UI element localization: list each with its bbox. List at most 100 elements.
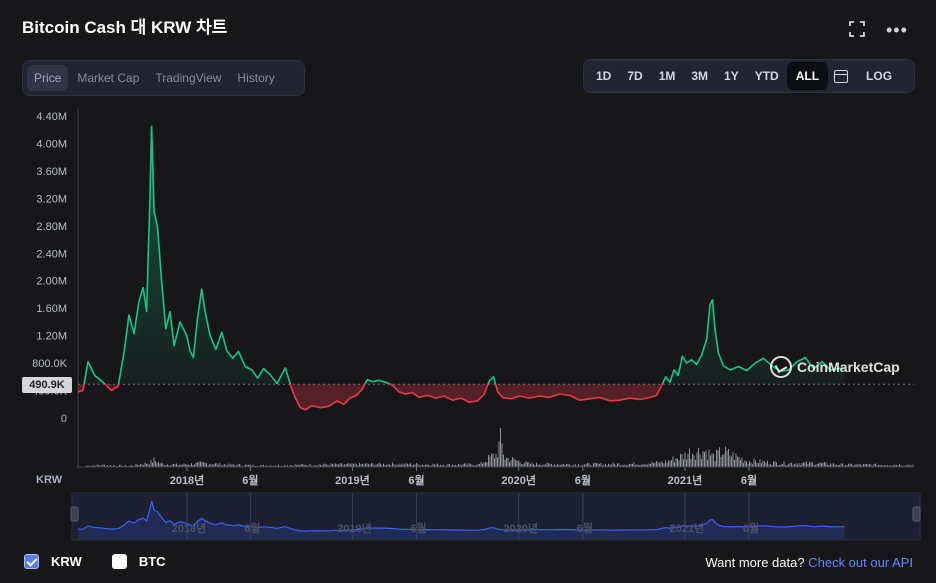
volume-bar [558,464,560,467]
volume-bar [309,463,311,467]
volume-bar [884,465,885,467]
more-icon[interactable]: ••• [886,20,908,40]
volume-bar [876,465,878,467]
volume-bar [725,446,726,467]
volume-bar [347,463,348,467]
volume-bar [467,464,468,467]
volume-bar [501,443,503,467]
volume-bar [555,465,557,467]
volume-bar [105,465,107,467]
volume-bar [533,464,534,467]
navigator-handle-right[interactable] [912,506,921,522]
volume-bar [131,465,132,467]
range-1m[interactable]: 1M [658,69,676,83]
krw-checkbox[interactable] [24,554,39,569]
volume-bar [393,463,395,467]
tab-market-cap[interactable]: Market Cap [77,71,140,85]
tab-tradingview[interactable]: TradingView [155,71,222,85]
volume-bar [744,460,746,467]
volume-bar [407,463,408,467]
navigator-handle-left[interactable] [70,506,79,522]
volume-bar [294,464,296,467]
btc-checkbox[interactable] [111,554,127,569]
range-ytd[interactable]: YTD [754,69,779,83]
volume-bar [428,464,429,467]
volume-bar [188,464,189,467]
range-7d[interactable]: 7D [627,69,643,83]
api-link[interactable]: Check out our API [808,555,913,570]
volume-bar [672,456,674,467]
volume-bar [861,465,863,467]
volume-bar [312,465,314,467]
volume-bar [695,459,696,467]
volume-bar [761,463,762,467]
volume-bar [170,465,171,467]
volume-bar [710,455,711,467]
volume-bar [101,465,102,467]
range-1y[interactable]: 1Y [724,69,739,83]
range-all[interactable]: ALL [786,62,829,90]
volume-bar [434,464,435,467]
volume-bar [551,463,552,467]
volume-bar [752,464,753,467]
volume-bar [516,460,518,467]
volume-bar [470,463,471,467]
volume-bar [578,463,579,467]
volume-bar [539,464,540,467]
volume-bar [299,465,300,467]
volume-bar [663,463,665,467]
volume-bar [723,454,725,467]
log-scale-button[interactable]: LOG [866,69,893,83]
legend-krw[interactable]: KRW [24,554,82,569]
tab-history[interactable]: History [237,71,275,85]
calendar-icon[interactable] [834,69,849,83]
volume-bar [198,461,200,467]
volume-bar [572,465,573,467]
y-tick-label: 0 [61,413,67,425]
volume-bar [582,464,584,467]
volume-bar [569,464,570,467]
volume-bar [510,460,512,467]
volume-bar [618,463,620,467]
range-1d[interactable]: 1D [596,69,612,83]
volume-bar [266,465,267,467]
volume-bar [635,465,636,467]
volume-bar [297,464,299,467]
volume-bar [329,465,330,467]
range-3m[interactable]: 3M [691,69,709,83]
volume-bar [213,464,215,467]
fullscreen-icon[interactable] [847,20,867,40]
volume-bar [638,465,639,467]
volume-bar [120,464,122,467]
volume-bar [690,459,692,467]
volume-bar [845,465,846,467]
page-title: Bitcoin Cash 대 KRW 차트 [22,18,228,37]
tab-price[interactable]: Price [27,65,69,91]
volume-bar [239,464,240,467]
volume-bar [345,463,347,467]
volume-bar [296,465,297,467]
volume-bar [429,465,431,467]
navigator-tick-label: 6월 [410,521,426,535]
volume-bar [234,464,236,467]
volume-bar [633,462,635,467]
volume-bar [789,462,791,467]
volume-bar [449,463,450,467]
volume-bar [651,461,653,467]
price-line-up [83,125,845,385]
volume-bar [662,462,663,467]
volume-bar [212,464,213,467]
legend-btc[interactable]: BTC [111,554,166,569]
navigator-tick-label: 6월 [743,521,759,535]
volume-bar [459,464,461,467]
volume-bar [773,461,774,467]
volume-bar [438,465,440,467]
volume-bar [140,464,141,467]
volume-bar [840,463,842,467]
volume-bar [375,464,377,467]
price-chart[interactable]: 4.40M 4.00M 3.60M 3.20M 2.80M 2.40M 2.00M 1.60M… [0,100,936,550]
volume-bar [497,457,498,467]
volume-bar [446,465,447,467]
volume-bar [701,459,702,467]
volume-bar [225,464,227,467]
